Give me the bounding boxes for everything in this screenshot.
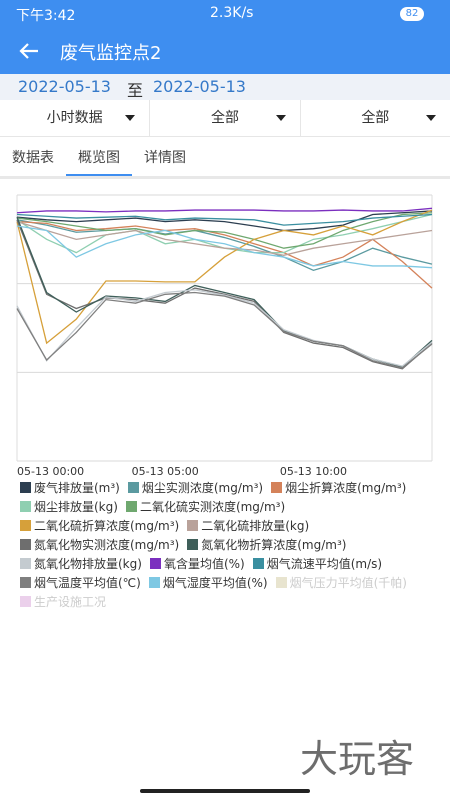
legend-swatch (187, 519, 199, 531)
legend-item[interactable]: 二氧化硫折算浓度(mg/m³) (20, 517, 179, 533)
tab[interactable]: 概览图 (66, 140, 132, 176)
legend-label: 二氧化硫实测浓度(mg/m³) (139, 499, 286, 514)
legend-swatch (275, 576, 287, 588)
series-line (16, 213, 433, 226)
legend-label: 二氧化硫折算浓度(mg/m³) (34, 518, 180, 533)
legend-label: 烟气温度平均值(℃) (34, 575, 141, 590)
legend-item[interactable]: 二氧化硫实测浓度(mg/m³) (125, 498, 286, 514)
legend-swatch (20, 481, 31, 493)
legend-swatch (20, 595, 31, 607)
legend-item[interactable]: 氮氧化物实测浓度(mg/m³) (20, 536, 179, 552)
legend-item[interactable]: 烟气温度平均值(℃) (20, 574, 141, 590)
legend-label: 氮氧化物折算浓度(mg/m³) (201, 537, 347, 552)
filter-dropdown[interactable]: 全部 (150, 100, 301, 136)
legend-swatch (127, 481, 139, 493)
legend-swatch (125, 500, 137, 512)
filters: 小时数据 全部 全部 (0, 100, 450, 137)
home-indicator (140, 789, 310, 793)
legend-label: 烟尘实测浓度(mg/m³) (141, 480, 264, 495)
series-line (16, 225, 433, 269)
legend-label: 氮氧化物实测浓度(mg/m³) (34, 537, 180, 552)
legend-label: 烟气流速平均值(m/s) (266, 556, 383, 571)
legend-item[interactable]: 烟气湿度平均值(%) (148, 574, 268, 590)
legend-item[interactable]: 废气排放量(m³) (20, 479, 120, 495)
series-line (16, 212, 433, 249)
series-line (16, 220, 433, 289)
legend-label: 烟气压力平均值(千帕) (289, 575, 407, 590)
legend-label: 氮氧化物排放量(kg) (34, 556, 142, 571)
legend-label: 废气排放量(m³) (34, 480, 120, 495)
back-button[interactable] (18, 41, 40, 61)
legend-swatch (20, 557, 31, 569)
date-separator: 至 (127, 81, 144, 100)
legend-swatch (20, 500, 31, 512)
series-line (16, 219, 433, 272)
series-line (16, 220, 433, 256)
legend-item[interactable]: 氮氧化物折算浓度(mg/m³) (187, 536, 346, 552)
legend-label: 烟气湿度平均值(%) (162, 575, 268, 590)
tab[interactable]: 数据表 (12, 150, 54, 166)
legend-item[interactable]: 氧含量均值(%) (149, 555, 245, 571)
legend-swatch (252, 557, 264, 569)
tab[interactable]: 详情图 (144, 150, 186, 166)
series-line (16, 291, 433, 369)
filter-dropdown[interactable]: 小时数据 (0, 100, 151, 136)
legend: 废气排放量(m³) 烟尘实测浓度(mg/m³) 烟尘折算浓度(mg/m³) 烟尘排放量… (20, 479, 440, 609)
status-time: 下午3:42 (16, 8, 76, 24)
legend-label: 二氧化硫排放量(kg) (201, 518, 310, 533)
legend-swatch (148, 576, 160, 588)
tabs: 数据表 概览图 详情图 (0, 140, 450, 179)
legend-item[interactable]: 烟气流速平均值(m/s) (252, 555, 383, 571)
legend-swatch (20, 538, 31, 550)
legend-swatch (20, 576, 31, 588)
watermark: 大玩客 (300, 737, 415, 781)
start-date[interactable]: 2022-05-13 (18, 77, 111, 96)
series-line (16, 207, 433, 214)
legend-item[interactable]: 烟尘实测浓度(mg/m³) (127, 479, 264, 495)
legend-item[interactable]: 生产设施工况 (20, 593, 106, 609)
header-title: 废气监控点2 (60, 43, 162, 64)
x-tick-label: 05-13 00:00 (17, 465, 84, 478)
end-date[interactable]: 2022-05-13 (153, 77, 246, 96)
series-line (16, 219, 433, 370)
status-speed: 2.3K/s (210, 5, 254, 21)
legend-label: 烟尘排放量(kg) (34, 499, 118, 514)
legend-label: 氧含量均值(%) (163, 556, 245, 571)
legend-swatch (149, 557, 161, 569)
filter-dropdown[interactable]: 全部 (301, 100, 450, 136)
legend-label: 生产设施工况 (34, 594, 107, 609)
series-line (16, 289, 433, 367)
chart: 05-13 00:00 05-13 05:00 05-13 10:00 (16, 194, 433, 478)
x-tick-label: 05-13 05:00 (132, 465, 199, 478)
legend-item[interactable]: 烟气压力平均值(千帕) (275, 574, 407, 590)
legend-swatch (187, 538, 199, 550)
status-bar: 下午3:42 2.3K/s 82 (0, 0, 450, 28)
legend-swatch (271, 481, 283, 493)
date-range[interactable]: 2022-05-13 至 2022-05-13 (0, 74, 450, 100)
legend-item[interactable]: 氮氧化物排放量(kg) (20, 555, 142, 571)
legend-swatch (20, 519, 31, 531)
legend-item[interactable]: 二氧化硫排放量(kg) (187, 517, 309, 533)
header: 废气监控点2 (0, 28, 450, 74)
legend-label: 烟尘折算浓度(mg/m³) (285, 480, 407, 495)
legend-item[interactable]: 烟尘排放量(kg) (20, 498, 118, 514)
x-tick-label: 05-13 10:00 (280, 465, 347, 478)
battery: 82 (400, 7, 424, 21)
legend-item[interactable]: 烟尘折算浓度(mg/m³) (271, 479, 406, 495)
series-line (16, 210, 433, 232)
